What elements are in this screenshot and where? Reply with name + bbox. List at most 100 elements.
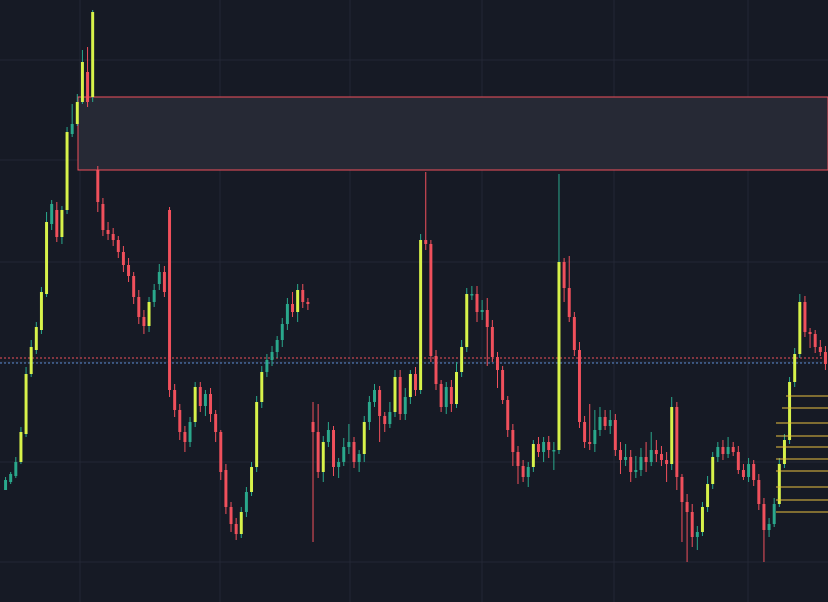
candle-body [357, 454, 361, 462]
candle-body [439, 384, 443, 407]
candle-body [501, 370, 505, 400]
candle-body [429, 244, 433, 356]
candle-body [50, 204, 54, 224]
candle-body [265, 360, 269, 372]
candle-body [101, 204, 105, 230]
candle-body [757, 480, 761, 504]
candle-body [285, 304, 289, 324]
candle-body [752, 464, 756, 480]
candle-body [255, 402, 259, 467]
candle-body [782, 440, 786, 464]
candle-body [680, 477, 684, 502]
candle-body [9, 474, 13, 482]
candle-body [198, 387, 202, 406]
candle-body [583, 422, 587, 442]
candle-body [798, 302, 802, 354]
candle-body [803, 302, 807, 332]
candle-body [80, 62, 84, 102]
candle-body [106, 230, 110, 234]
candle-body [813, 334, 817, 347]
candle-body [731, 447, 735, 452]
candle-body [173, 390, 177, 410]
candle-body [455, 372, 458, 404]
candle-body [526, 467, 530, 477]
candle-body [777, 464, 781, 504]
candle-body [593, 430, 597, 444]
candle-body [250, 467, 254, 492]
candle-body [91, 12, 95, 97]
candle-body [506, 400, 510, 430]
candle-body [490, 327, 494, 357]
candle-body [147, 302, 151, 326]
candle-body [695, 532, 699, 537]
candle-body [639, 457, 643, 470]
candle-body [577, 350, 581, 422]
candle-body [229, 507, 233, 524]
candle-body [127, 265, 131, 276]
candle-body [654, 450, 658, 454]
candle-body [306, 302, 310, 304]
candle-body [547, 442, 551, 450]
candle-body [29, 347, 33, 374]
candle-body [444, 387, 448, 407]
candle-body [321, 442, 325, 472]
candle-body [311, 422, 315, 432]
candle-body [398, 377, 402, 414]
candle-body [296, 290, 300, 312]
candle-body [116, 240, 120, 252]
candle-body [536, 444, 540, 452]
candle-body [362, 422, 366, 454]
candle-body [342, 447, 346, 462]
candle-body [65, 132, 69, 210]
candle-body [542, 442, 546, 452]
candle-body [772, 504, 776, 524]
candle-body [373, 390, 376, 402]
candle-body [111, 234, 115, 240]
candle-body [665, 460, 669, 464]
candle-body [470, 294, 474, 296]
candle-body [96, 170, 100, 202]
candle-body [419, 240, 423, 390]
candle-body [629, 457, 633, 472]
candle-body [326, 430, 330, 442]
candle-body [603, 417, 607, 426]
candle-body [152, 290, 156, 302]
candle-body [475, 294, 479, 312]
candle-body [716, 447, 720, 457]
candle-body [608, 420, 612, 426]
candle-body [793, 354, 797, 382]
candle-body [700, 507, 704, 532]
candle-body [367, 402, 371, 422]
candle-body [224, 470, 228, 507]
candle-body [137, 297, 141, 317]
candle-body [280, 324, 284, 340]
candle-body [690, 512, 694, 537]
candle-body [244, 492, 248, 512]
candle-body [521, 466, 525, 477]
candle-body [188, 422, 192, 442]
candle-body [383, 416, 387, 424]
candle-body [649, 450, 653, 462]
candle-body [465, 294, 469, 347]
candle-body [460, 347, 464, 372]
candle-body [634, 470, 638, 472]
candle-body [4, 480, 8, 490]
candle-body [214, 414, 218, 432]
candle-body [193, 387, 197, 422]
candle-body [711, 457, 715, 484]
candle-body [275, 340, 279, 352]
candle-body [393, 377, 397, 412]
candle-body [291, 304, 295, 312]
candle-body [670, 407, 674, 464]
candle-body [762, 504, 766, 530]
candle-body [219, 432, 223, 472]
candle-body [239, 512, 243, 534]
candle-body [644, 457, 648, 462]
candle-body [24, 374, 28, 434]
candle-body [270, 352, 274, 360]
candle-body [14, 462, 18, 476]
candle-body [19, 432, 23, 462]
candle-body [485, 310, 489, 327]
